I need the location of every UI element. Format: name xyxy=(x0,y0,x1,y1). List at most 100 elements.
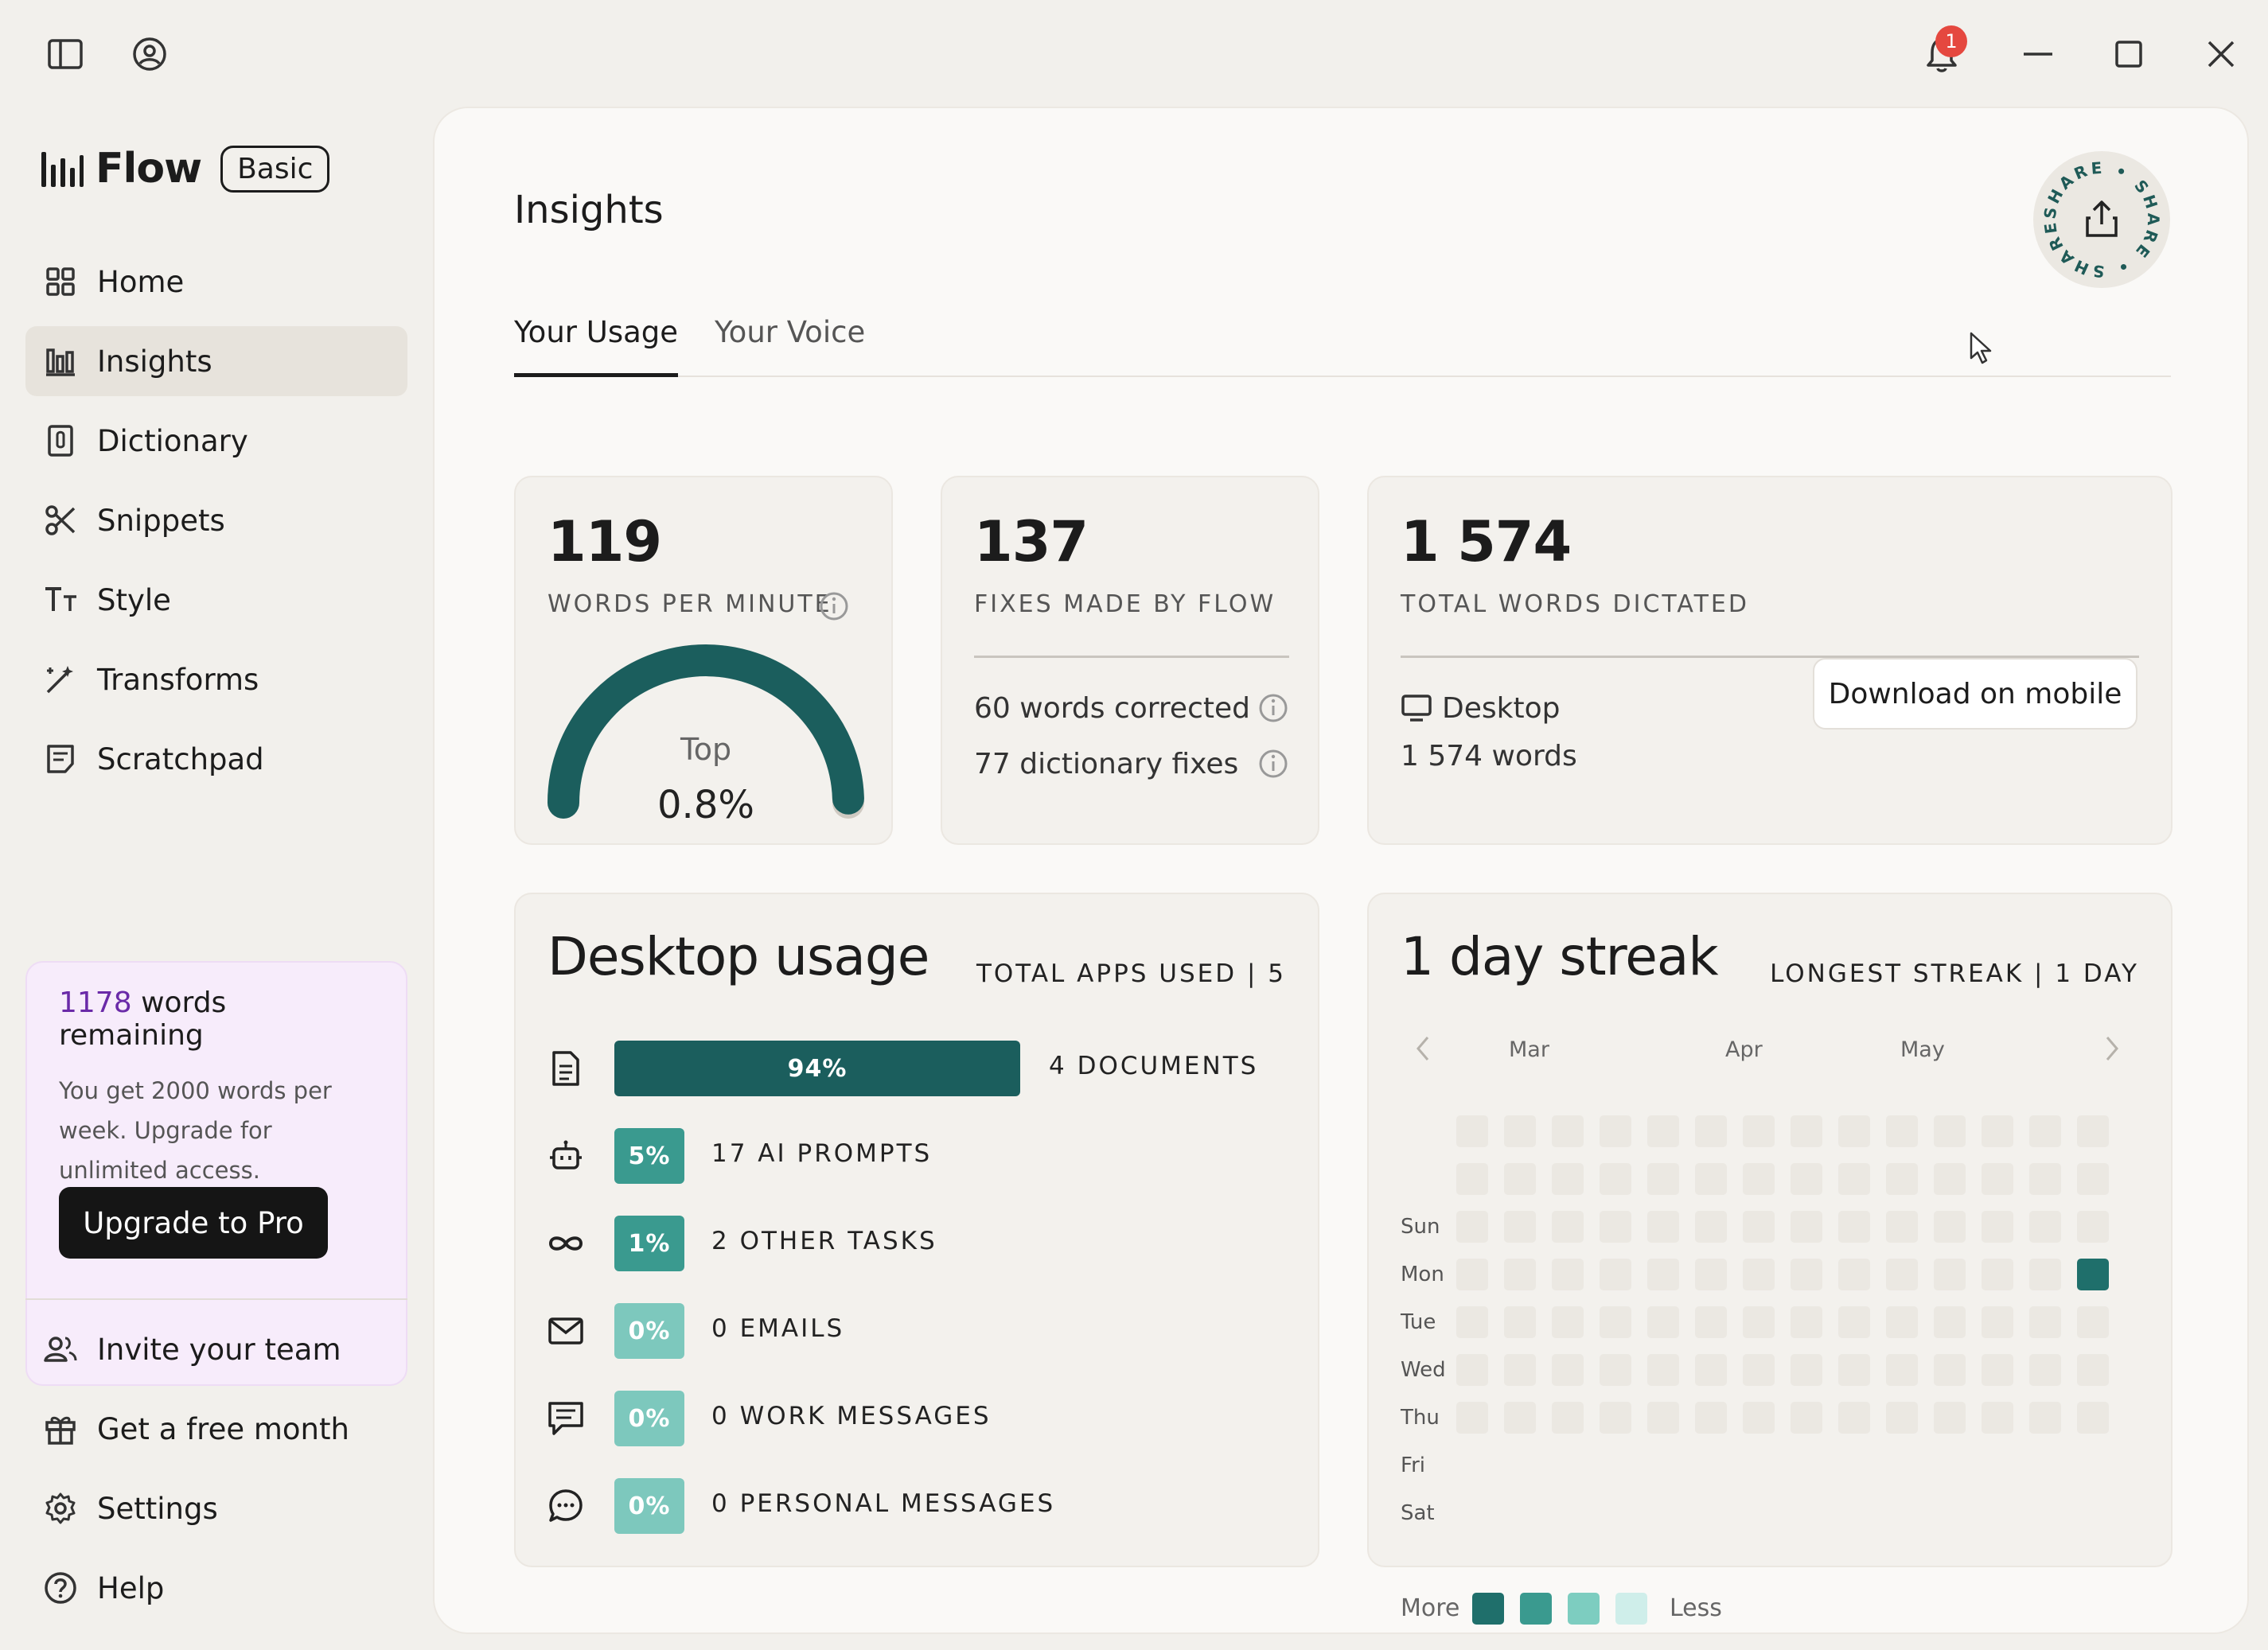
streak-day-cell xyxy=(1886,1211,1918,1243)
sidebar-item-free-month[interactable]: Get a free month xyxy=(25,1394,407,1464)
text-style-icon xyxy=(43,582,78,617)
fixes-value: 137 xyxy=(974,509,1089,574)
streak-day-cell xyxy=(1838,1402,1870,1434)
device-words: 1 574 words xyxy=(1401,740,1577,772)
scratchpad-icon xyxy=(43,741,78,776)
sidebar-item-label: Invite your team xyxy=(97,1332,341,1367)
streak-day-cell xyxy=(1456,1354,1488,1386)
user-circle-icon xyxy=(133,37,166,71)
tab-your-voice[interactable]: Your Voice xyxy=(715,315,866,349)
streak-day-cell xyxy=(1934,1211,1966,1243)
sidebar-item-insights[interactable]: Insights xyxy=(25,326,407,396)
tab-your-usage[interactable]: Your Usage xyxy=(514,315,679,377)
streak-day-cell xyxy=(1743,1354,1775,1386)
words-remaining-count: 1178 xyxy=(59,986,132,1019)
streak-day-cell xyxy=(1886,1402,1918,1434)
streak-day-cell xyxy=(1695,1354,1727,1386)
streak-day-cell xyxy=(1791,1306,1822,1338)
streak-day-cell xyxy=(1791,1402,1822,1434)
streak-day-cell xyxy=(1982,1259,2013,1290)
document-icon xyxy=(548,1050,584,1087)
close-button[interactable] xyxy=(2201,35,2241,73)
help-icon xyxy=(43,1570,78,1605)
streak-day-cell xyxy=(1982,1402,2013,1434)
sidebar-item-help[interactable]: Help xyxy=(25,1553,407,1623)
streak-day-cell xyxy=(2029,1115,2061,1147)
streak-day-cell xyxy=(1838,1354,1870,1386)
usage-label: 0 WORK MESSAGES xyxy=(711,1402,992,1430)
info-icon[interactable] xyxy=(818,590,850,622)
streak-day-cell xyxy=(1743,1115,1775,1147)
streak-day-cell xyxy=(2029,1211,2061,1243)
legend-more: More xyxy=(1401,1594,1460,1622)
streak-day-cell xyxy=(1886,1259,1918,1290)
streak-day-cell xyxy=(1886,1115,1918,1147)
chevron-left-icon[interactable] xyxy=(1413,1034,1432,1063)
info-icon[interactable] xyxy=(1257,748,1289,780)
bar-chart-icon xyxy=(43,344,78,379)
sidebar-item-transforms[interactable]: Transforms xyxy=(25,644,407,714)
sidebar-item-label: Settings xyxy=(97,1491,218,1526)
sidebar-item-scratchpad[interactable]: Scratchpad xyxy=(25,724,407,794)
month-label: Apr xyxy=(1725,1037,1763,1062)
gear-icon xyxy=(43,1491,78,1526)
words-remaining-card: 1178 words remaining You get 2000 words … xyxy=(25,961,407,1386)
info-icon[interactable] xyxy=(1257,692,1289,724)
streak-day-cell xyxy=(1886,1306,1918,1338)
maximize-button[interactable] xyxy=(2109,35,2149,73)
usage-bar: 94% xyxy=(614,1041,1020,1096)
streak-day-cell xyxy=(1600,1354,1631,1386)
upgrade-to-pro-button[interactable]: Upgrade to Pro xyxy=(59,1187,328,1259)
streak-day-cell xyxy=(1456,1259,1488,1290)
streak-day-cell xyxy=(1791,1211,1822,1243)
sidebar-item-invite-team[interactable]: Invite your team xyxy=(25,1314,407,1384)
sidebar-item-label: Transforms xyxy=(97,662,259,697)
sidebar-item-dictionary[interactable]: Dictionary xyxy=(25,406,407,476)
chevron-right-icon[interactable] xyxy=(2102,1034,2122,1063)
close-icon xyxy=(2208,41,2235,68)
sidebar-item-label: Get a free month xyxy=(97,1411,349,1446)
sidebar-item-settings[interactable]: Settings xyxy=(25,1473,407,1543)
streak-day-cell xyxy=(2077,1211,2109,1243)
minimize-button[interactable] xyxy=(2018,35,2058,73)
sidebar-item-home[interactable]: Home xyxy=(25,247,407,317)
streak-day-cell xyxy=(1552,1306,1584,1338)
sidebar-item-snippets[interactable]: Snippets xyxy=(25,485,407,555)
streak-day-cell xyxy=(1695,1402,1727,1434)
magic-wand-icon xyxy=(43,662,78,697)
streak-day-cell xyxy=(1456,1115,1488,1147)
brand-name: Flow xyxy=(95,145,202,193)
title-bar: 1 xyxy=(0,0,2268,103)
share-button[interactable]: SHARE • SHARE • SHARE • xyxy=(2024,133,2173,291)
streak-day-cell xyxy=(1600,1402,1631,1434)
account-button[interactable] xyxy=(129,33,170,75)
day-label: Fri xyxy=(1401,1453,1425,1477)
wpm-gauge: Top 0.8% xyxy=(548,644,864,831)
download-on-mobile-button[interactable]: Download on mobile xyxy=(1813,658,2137,730)
sidebar-toggle-icon xyxy=(48,39,83,69)
people-icon xyxy=(43,1332,78,1367)
day-label: Thu xyxy=(1401,1406,1440,1430)
sidebar-item-style[interactable]: Style xyxy=(25,565,407,635)
streak-day-cell xyxy=(1456,1306,1488,1338)
wpm-value: 119 xyxy=(548,509,662,574)
streak-day-cell xyxy=(1934,1402,1966,1434)
streak-day-cell xyxy=(1600,1115,1631,1147)
streak-day-cell xyxy=(1982,1354,2013,1386)
streak-day-cell xyxy=(1552,1115,1584,1147)
streak-day-cell xyxy=(2077,1259,2109,1290)
gift-icon xyxy=(43,1411,78,1446)
sidebar-nav: Home Insights Dictionary Snippets Style … xyxy=(25,247,407,804)
total-words-caption: TOTAL WORDS DICTATED xyxy=(1401,590,1749,618)
gauge-top-label: Top xyxy=(680,732,732,767)
streak-day-cell xyxy=(1600,1306,1631,1338)
streak-day-cell xyxy=(2029,1163,2061,1195)
streak-day-cell xyxy=(1695,1306,1727,1338)
words-remaining-text: You get 2000 words per week. Upgrade for… xyxy=(59,1077,332,1184)
desktop-usage-card: Desktop usage TOTAL APPS USED | 5 94% 4 … xyxy=(514,893,1319,1567)
total-apps-used: TOTAL APPS USED | 5 xyxy=(976,959,1286,988)
sidebar-toggle-button[interactable] xyxy=(45,35,86,73)
usage-label: 2 OTHER TASKS xyxy=(711,1227,937,1255)
streak-day-cell xyxy=(1504,1259,1536,1290)
streak-day-cell xyxy=(1886,1163,1918,1195)
